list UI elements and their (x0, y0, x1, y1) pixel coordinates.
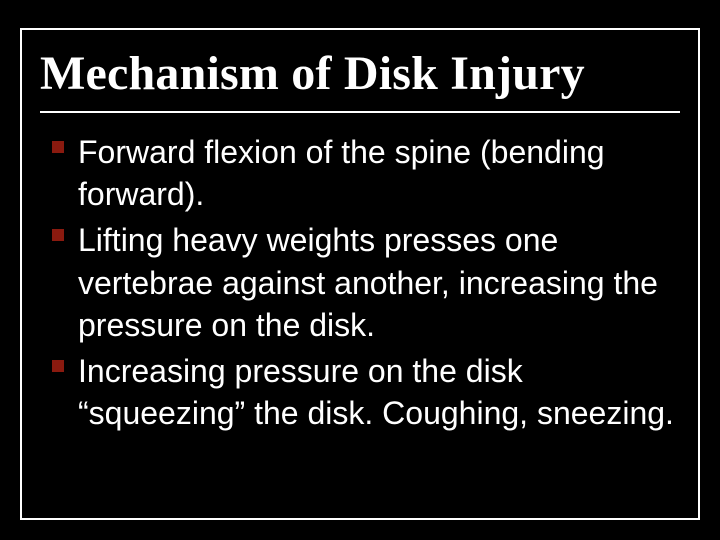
list-item: Forward flexion of the spine (bending fo… (52, 131, 674, 215)
square-bullet-icon (52, 141, 64, 153)
bullet-list: Forward flexion of the spine (bending fo… (22, 131, 698, 435)
list-item: Increasing pressure on the disk “squeezi… (52, 350, 674, 434)
square-bullet-icon (52, 360, 64, 372)
slide-title: Mechanism of Disk Injury (22, 30, 698, 111)
title-divider (40, 111, 680, 113)
bullet-text: Increasing pressure on the disk “squeezi… (78, 350, 674, 434)
bullet-text: Forward flexion of the spine (bending fo… (78, 131, 674, 215)
list-item: Lifting heavy weights presses one verteb… (52, 219, 674, 346)
bullet-text: Lifting heavy weights presses one verteb… (78, 219, 674, 346)
square-bullet-icon (52, 229, 64, 241)
slide-frame: Mechanism of Disk Injury Forward flexion… (20, 28, 700, 520)
